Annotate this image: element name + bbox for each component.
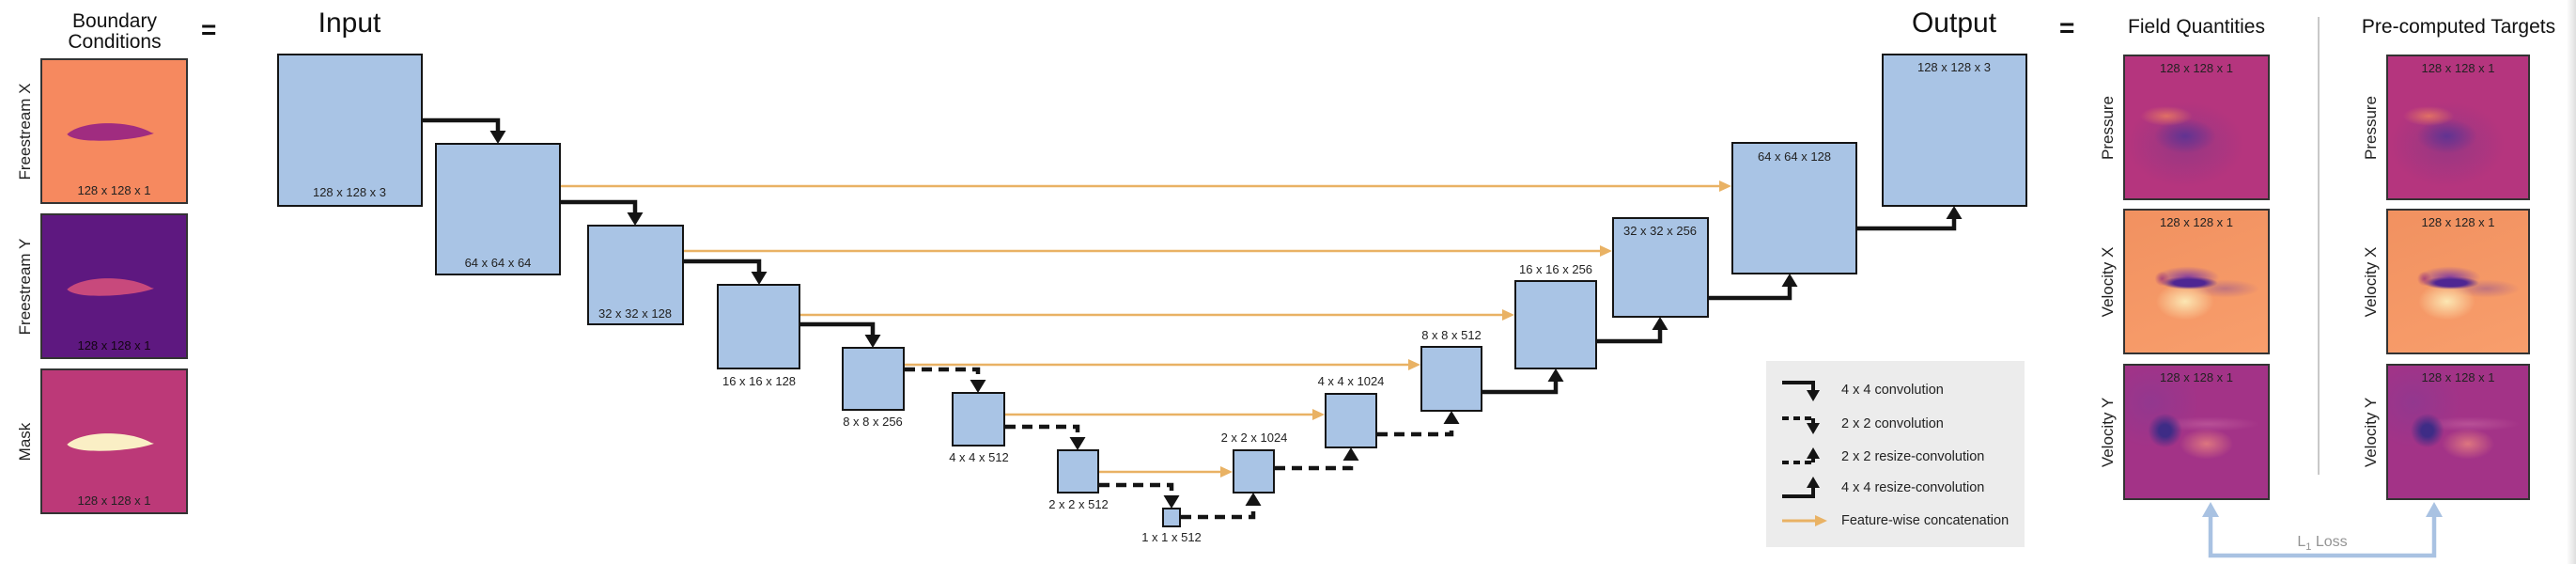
legend-item-resize2: 2 x 2 resize-convolution	[1779, 443, 1984, 471]
boundary-conditions-title: Boundary Conditions	[68, 10, 162, 53]
legend-item-label: 2 x 2 convolution	[1841, 416, 1944, 431]
legend-item-concat: Feature-wise concatenation	[1779, 507, 2009, 535]
legend-item-label: Feature-wise concatenation	[1841, 513, 2010, 528]
resize-conv-2x2-arrows	[1181, 424, 1454, 520]
unet-box-16-dec	[1514, 275, 1602, 369]
legend-item-label: 4 x 4 resize-convolution	[1841, 480, 1985, 495]
unet-box-8-dec	[1420, 341, 1487, 412]
loss-rest: Loss	[2311, 534, 2348, 550]
unet-box-input-label: 128 x 128 x 3	[312, 185, 387, 199]
legend-item-label: 2 x 2 resize-convolution	[1841, 449, 1985, 464]
output-title: Output	[1911, 8, 1997, 39]
unet-box-input	[277, 54, 423, 207]
conv-4x4-glyph	[1782, 381, 1820, 401]
velocity-y-target-image: 128 x 128 x 1	[2386, 364, 2530, 500]
velocity-x-field-caption: 128 x 128 x 1	[2159, 215, 2234, 229]
pressure-field-caption: 128 x 128 x 1	[2159, 61, 2234, 75]
pressure-field-image: 128 x 128 x 1	[2123, 55, 2270, 200]
concatenation-glyph	[1782, 515, 1827, 526]
freestream-y-image: 128 x 128 x 1	[40, 213, 188, 359]
unet-box-2-dec	[1233, 445, 1280, 494]
unet-box-64-label: 64 x 64 x 64	[464, 256, 532, 270]
unet-box-1	[1162, 508, 1181, 527]
legend-item-conv2: 2 x 2 convolution	[1779, 410, 1944, 438]
row-label-pressure-target: Pressure	[2362, 95, 2380, 161]
unet-box-64	[435, 143, 561, 275]
unet-box-2-label: 2 x 2 x 512	[1048, 497, 1109, 511]
conv-4x4-arrows	[423, 118, 876, 335]
freestream-y-caption: 128 x 128 x 1	[77, 338, 151, 352]
legend-item-label: 4 x 4 convolution	[1841, 383, 1944, 398]
precomputed-targets-title: Pre-computed Targets	[2361, 16, 2556, 38]
equals-sign-right: =	[2059, 13, 2075, 42]
unet-box-output	[1882, 54, 2027, 207]
unet-box-8-dec-label: 8 x 8 x 512	[1421, 328, 1482, 342]
unet-box-4-dec	[1325, 388, 1382, 448]
velocity-y-target-caption: 128 x 128 x 1	[2421, 370, 2495, 384]
legend-item-conv4: 4 x 4 convolution	[1779, 376, 1944, 404]
unet-box-16-dec-label: 16 x 16 x 256	[1518, 262, 1593, 276]
resize-conv-4x4-glyph	[1782, 477, 1820, 498]
legend: 4 x 4 convolution 2 x 2 convolution 2 x …	[1766, 361, 2025, 547]
legend-item-resize4: 4 x 4 resize-convolution	[1779, 474, 1984, 502]
unet-box-32-dec	[1612, 212, 1714, 318]
unet-box-output-label: 128 x 128 x 3	[1916, 60, 1992, 74]
skip-connection-lines	[561, 184, 1719, 474]
row-label-velocity-x: Velocity X	[2099, 246, 2117, 318]
airfoil-silhouette	[67, 123, 154, 141]
unet-box-2	[1057, 449, 1099, 494]
page-edge-shade	[2567, 0, 2576, 564]
l1-loss-label: L1 Loss	[2257, 534, 2388, 553]
velocity-y-field-image: 128 x 128 x 1	[2123, 364, 2270, 500]
l1-loss-connector	[2202, 502, 2443, 558]
row-label-velocity-y: Velocity Y	[2099, 397, 2117, 468]
resize-conv-4x4-arrows	[1482, 219, 1957, 395]
freestream-x-image: 128 x 128 x 1	[40, 58, 188, 204]
unet-box-4-label: 4 x 4 x 512	[949, 450, 1009, 464]
unet-box-8	[842, 347, 905, 411]
loss-base: L	[2297, 534, 2306, 550]
equals-sign-left: =	[201, 15, 217, 44]
row-label-pressure: Pressure	[2099, 95, 2117, 161]
velocity-x-target-caption: 128 x 128 x 1	[2421, 215, 2495, 229]
loss-subscript: 1	[2305, 541, 2312, 554]
pressure-target-caption: 128 x 128 x 1	[2421, 61, 2495, 75]
pressure-target-image: 128 x 128 x 1	[2386, 55, 2530, 200]
row-label-velocity-x-target: Velocity X	[2362, 246, 2380, 318]
unet-box-4-dec-label: 4 x 4 x 1024	[1317, 374, 1385, 388]
airfoil-silhouette	[67, 433, 154, 451]
column-divider	[2318, 17, 2320, 475]
resize-conv-2x2-glyph	[1782, 447, 1820, 464]
unet-box-64-dec-label: 64 x 64 x 128	[1757, 149, 1832, 164]
mask-image: 128 x 128 x 1	[40, 368, 188, 514]
velocity-x-field-image: 128 x 128 x 1	[2123, 209, 2270, 354]
mask-caption: 128 x 128 x 1	[77, 494, 151, 508]
unet-box-1-label: 1 x 1 x 512	[1141, 530, 1202, 544]
conv-2x2-glyph	[1782, 416, 1820, 434]
velocity-x-target-image: 128 x 128 x 1	[2386, 209, 2530, 354]
unet-box-4	[952, 392, 1005, 446]
unet-box-32	[587, 225, 684, 325]
conv-arrowheads	[489, 131, 1963, 509]
velocity-y-field-caption: 128 x 128 x 1	[2159, 370, 2234, 384]
unet-box-32-dec-label: 32 x 32 x 256	[1622, 224, 1698, 238]
input-title: Input	[318, 8, 381, 39]
unet-box-2-dec-label: 2 x 2 x 1024	[1220, 431, 1288, 445]
row-label-velocity-y-target: Velocity Y	[2362, 397, 2380, 468]
unet-box-32-label: 32 x 32 x 128	[597, 306, 673, 321]
conv-2x2-arrows	[905, 367, 1174, 495]
airfoil-silhouette	[67, 278, 154, 296]
field-quantities-title: Field Quantities	[2128, 16, 2265, 38]
unet-box-16-label: 16 x 16 x 128	[722, 374, 797, 388]
skip-connection-arrowheads	[1220, 180, 1731, 478]
freestream-x-caption: 128 x 128 x 1	[77, 183, 151, 197]
unet-box-16	[717, 284, 800, 369]
unet-box-64-dec	[1731, 137, 1862, 274]
unet-box-8-label: 8 x 8 x 256	[843, 415, 903, 429]
